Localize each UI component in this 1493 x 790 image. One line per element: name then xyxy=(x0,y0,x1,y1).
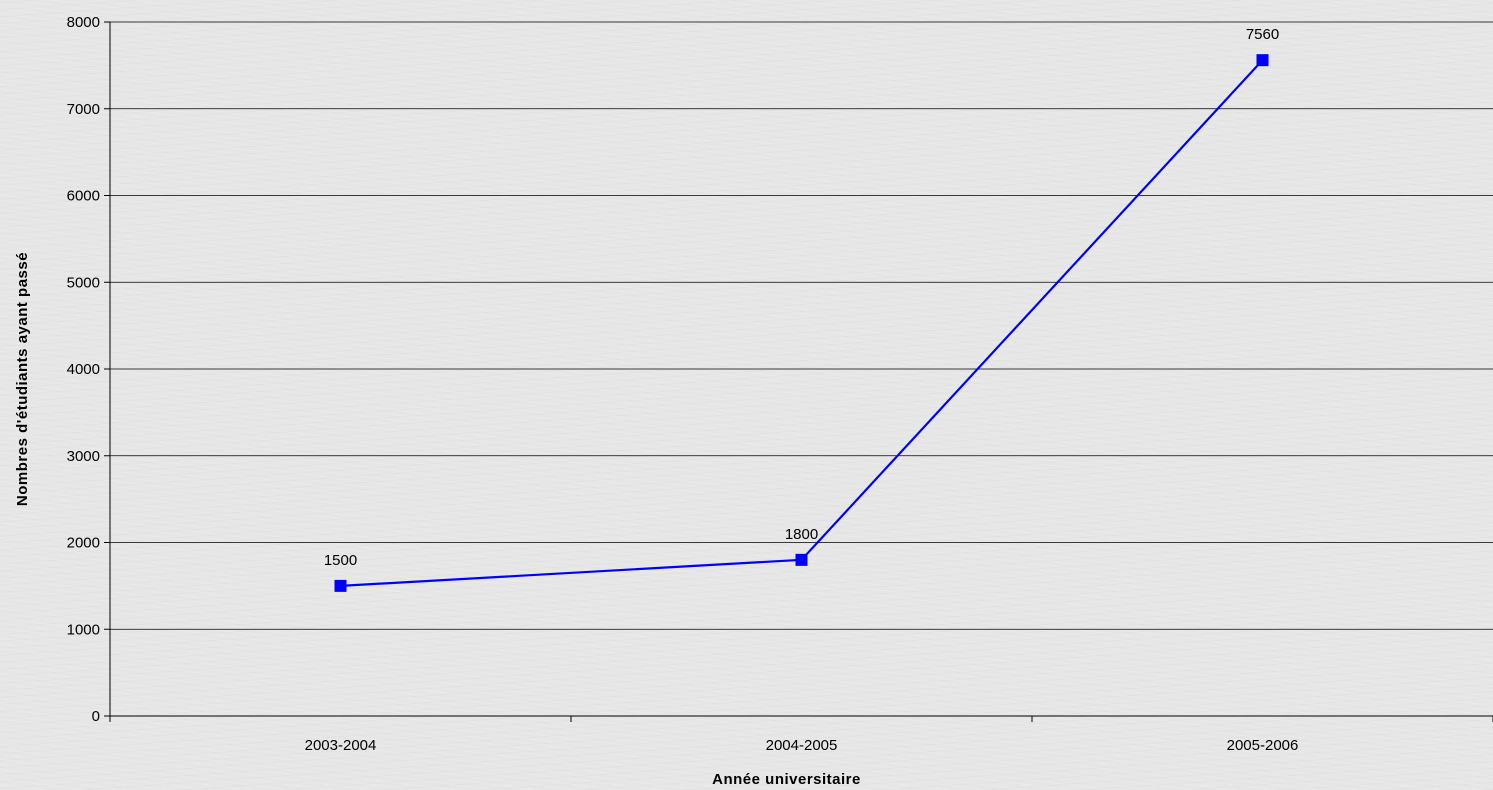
y-tick-labels: 0 1000 2000 3000 4000 5000 6000 7000 8000 xyxy=(67,14,100,725)
data-label: 1800 xyxy=(785,526,818,543)
data-labels: 1500 1800 7560 xyxy=(324,26,1279,569)
y-tick-label: 2000 xyxy=(67,535,100,552)
series-group xyxy=(334,54,1269,592)
data-point xyxy=(1256,54,1269,67)
y-tick-label: 1000 xyxy=(67,621,100,638)
x-tick-label: 2004-2005 xyxy=(766,737,838,754)
y-tick-label: 4000 xyxy=(67,361,100,378)
x-tick-label: 2003-2004 xyxy=(305,737,377,754)
data-point xyxy=(795,553,808,566)
y-tick-label: 5000 xyxy=(67,274,100,291)
y-tick-label: 7000 xyxy=(67,101,100,118)
y-tick-label: 8000 xyxy=(67,14,100,31)
data-label: 7560 xyxy=(1246,26,1279,43)
x-axis-title: Année universitaire xyxy=(712,771,861,788)
y-tick-label: 3000 xyxy=(67,448,100,465)
gridlines xyxy=(110,21,1493,630)
axes xyxy=(104,21,1493,722)
data-point xyxy=(334,579,347,592)
y-axis-title: Nombres d'étudiants ayant passé xyxy=(14,252,31,506)
x-tick-labels: 2003-2004 2004-2005 2005-2006 xyxy=(305,737,1299,754)
data-label: 1500 xyxy=(324,552,357,569)
y-tick-label: 0 xyxy=(92,708,100,725)
y-tick-label: 6000 xyxy=(67,188,100,205)
series-line xyxy=(340,59,1264,587)
x-tick-label: 2005-2006 xyxy=(1227,737,1299,754)
